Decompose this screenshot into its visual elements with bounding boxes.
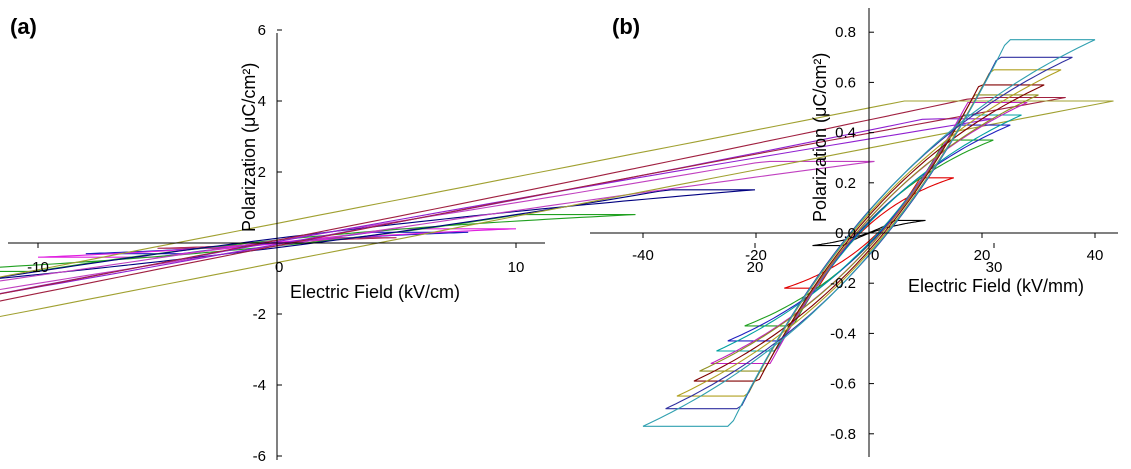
x-tick-label: 10 — [508, 259, 525, 276]
x-tick-label: 20 — [747, 259, 764, 276]
x-tick-label: -40 — [632, 247, 654, 264]
x-tick-label: -10 — [27, 259, 49, 276]
panel-b-loops — [642, 39, 1096, 427]
x-tick-label: -20 — [745, 247, 767, 264]
y-tick-label: 0.2 — [835, 175, 856, 192]
x-tick-label: 40 — [1087, 247, 1104, 264]
y-tick-label: -2 — [253, 306, 266, 323]
y-tick-label: 6 — [258, 22, 266, 39]
panel-a-label: (a) — [10, 14, 37, 39]
y-tick-label: 0.8 — [835, 24, 856, 41]
panel-b: (b) -40 -20 0 20 40 -0.8 -0.6 -0.4 -0.2 0.0 0.2 0.4… — [590, 8, 1118, 457]
y-tick-label: -0.4 — [830, 325, 856, 342]
y-tick-label: 0.0 — [835, 225, 856, 242]
panel-b-x-axis-title: Electric Field (kV/mm) — [908, 276, 1084, 296]
panel-a-y-axis-title: Polarization (μC/cm²) — [239, 63, 259, 232]
hysteresis-loop-series-8 — [0, 96, 1066, 302]
y-tick-label: -4 — [253, 377, 266, 394]
hysteresis-loop-series-6 — [0, 160, 875, 291]
hysteresis-loop-series-11 — [642, 39, 1096, 427]
y-tick-label: 0.4 — [835, 125, 856, 142]
hysteresis-loop-series-5 — [0, 189, 756, 279]
panel-b-y-axis-title: Polarization (μC/cm²) — [810, 53, 830, 222]
x-tick-label: 20 — [974, 247, 991, 264]
panel-b-label: (b) — [612, 14, 640, 39]
y-tick-label: -0.8 — [830, 426, 856, 443]
x-tick-label: 0 — [871, 247, 879, 264]
y-tick-label: 0.6 — [835, 74, 856, 91]
hysteresis-loop-series-8 — [693, 84, 1045, 382]
panel-a-x-axis-title: Electric Field (kV/cm) — [290, 282, 460, 302]
y-tick-label: -6 — [253, 448, 266, 465]
y-tick-label: -0.2 — [830, 275, 856, 292]
x-tick-label: 30 — [986, 259, 1003, 276]
y-tick-label: 4 — [258, 93, 266, 110]
panel-b-ticks: -40 -20 0 20 40 -0.8 -0.6 -0.4 -0.2 0.0 0.2 0.4 0.6 0… — [632, 24, 1103, 443]
y-tick-label: 2 — [258, 164, 266, 181]
hysteresis-loop-series-7 — [699, 94, 1039, 372]
y-tick-label: -0.6 — [830, 376, 856, 393]
x-tick-label: 0 — [275, 259, 283, 276]
hysteresis-loop-series-9 — [0, 100, 1114, 318]
